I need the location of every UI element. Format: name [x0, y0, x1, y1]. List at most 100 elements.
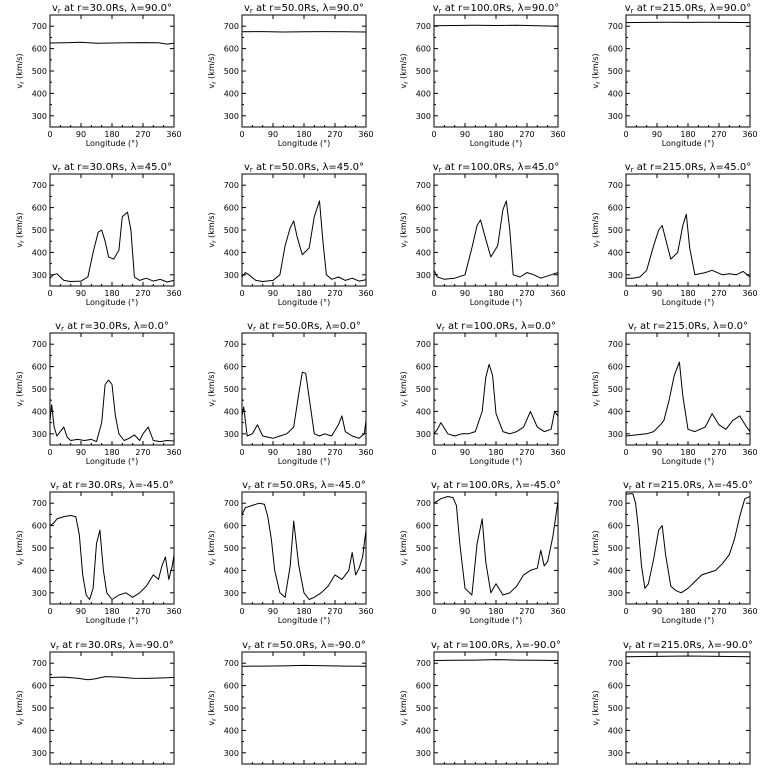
x-tick-label: 360	[358, 130, 373, 139]
series-line	[625, 493, 751, 594]
x-tick-label: 270	[135, 130, 150, 139]
series-line	[625, 361, 751, 437]
y-tick-label: 300	[608, 749, 623, 758]
x-axis-label: Longitude (°)	[278, 616, 331, 625]
y-axis-label: vr (km/s)	[399, 530, 410, 565]
y-tick-label: 700	[32, 499, 47, 508]
x-tick-label: 180	[488, 289, 503, 298]
y-tick-label: 700	[416, 340, 431, 349]
x-tick-label: 180	[680, 607, 695, 616]
y-tick-label: 400	[416, 248, 431, 257]
x-tick-label: 270	[327, 448, 342, 457]
y-axis-label: vr (km/s)	[591, 690, 602, 725]
y-tick-label: 500	[416, 544, 431, 553]
x-tick-label: 90	[76, 130, 86, 139]
y-tick-label: 700	[608, 22, 623, 31]
y-tick-label: 300	[416, 430, 431, 439]
x-tick-label: 360	[550, 289, 565, 298]
y-tick-label: 400	[416, 407, 431, 416]
x-tick-label: 360	[550, 130, 565, 139]
plot-frame	[49, 491, 175, 605]
x-tick-label: 0	[623, 289, 628, 298]
y-tick-label: 400	[608, 89, 623, 98]
y-axis-label: vr (km/s)	[15, 371, 26, 406]
y-axis-label: vr (km/s)	[207, 53, 218, 88]
y-tick-label: 600	[416, 45, 431, 54]
y-tick-label: 300	[416, 112, 431, 121]
y-tick-label: 500	[608, 385, 623, 394]
panel-title: vr at r=215.0Rs, λ=-90.0°	[623, 640, 753, 652]
y-tick-label: 600	[32, 45, 47, 54]
x-tick-label: 0	[623, 130, 628, 139]
y-axis-label: vr (km/s)	[15, 690, 26, 725]
x-tick-label: 360	[742, 130, 757, 139]
x-tick-label: 0	[431, 289, 436, 298]
panel-title: vr at r=100.0Rs, λ=-45.0°	[431, 480, 561, 492]
y-tick-label: 600	[416, 522, 431, 531]
y-tick-label: 600	[608, 522, 623, 531]
x-axis-label: Longitude (°)	[470, 298, 523, 307]
panel: vr at r=215.0Rs, λ=-90.0°090180270360300…	[591, 640, 758, 768]
x-axis-label: Longitude (°)	[278, 298, 331, 307]
y-tick-label: 700	[32, 340, 47, 349]
y-tick-label: 400	[224, 566, 239, 575]
panel-title: vr at r=215.0Rs, λ=-45.0°	[623, 480, 753, 492]
y-tick-label: 500	[224, 67, 239, 76]
x-tick-label: 90	[268, 130, 278, 139]
x-tick-label: 90	[460, 289, 470, 298]
y-tick-label: 600	[416, 204, 431, 213]
x-tick-label: 270	[711, 289, 726, 298]
plot-frame	[241, 173, 367, 287]
x-tick-label: 270	[327, 607, 342, 616]
x-axis-label: Longitude (°)	[86, 298, 139, 307]
panel: vr at r=30.0Rs, λ=90.0° 0 90 180 270 360 300 40…	[15, 3, 182, 148]
series-line	[241, 200, 367, 282]
series-line	[626, 213, 751, 279]
x-tick-label: 270	[711, 607, 726, 616]
plot-frame	[241, 651, 367, 765]
series-line	[49, 515, 175, 600]
y-tick-label: 600	[224, 45, 239, 54]
x-tick-label: 0	[431, 607, 436, 616]
y-tick-label: 700	[224, 499, 239, 508]
x-tick-label: 360	[550, 607, 565, 616]
plot-frame	[49, 14, 175, 128]
y-tick-label: 700	[608, 181, 623, 190]
y-tick-label: 300	[32, 430, 47, 439]
plot-frame	[241, 332, 367, 446]
x-tick-label: 90	[76, 289, 86, 298]
x-tick-label: 180	[680, 289, 695, 298]
x-axis-label: Longitude (°)	[86, 457, 139, 466]
y-tick-label: 300	[416, 271, 431, 280]
y-tick-label: 400	[416, 726, 431, 735]
x-tick-label: 270	[135, 607, 150, 616]
y-tick-label: 700	[224, 181, 239, 190]
y-axis-label: vr (km/s)	[591, 53, 602, 88]
x-tick-label: 90	[460, 130, 470, 139]
x-tick-label: 90	[460, 607, 470, 616]
panel: vr at r=50.0Rs, λ=-90.0°0901802703603004…	[207, 640, 374, 768]
x-tick-label: 90	[268, 607, 278, 616]
y-tick-label: 300	[32, 271, 47, 280]
y-tick-label: 300	[224, 589, 239, 598]
y-axis-label: vr (km/s)	[591, 371, 602, 406]
series-line	[241, 502, 367, 600]
x-tick-label: 90	[268, 289, 278, 298]
series-line	[625, 655, 751, 658]
panel: vr at r=215.0Rs, λ=0.0° 0 90 180 270 360 300 40…	[591, 321, 758, 466]
x-tick-label: 360	[550, 448, 565, 457]
panel-title: vr at r=215.0Rs, λ=90.0°	[625, 3, 751, 15]
y-tick-label: 400	[32, 726, 47, 735]
x-axis-label: Longitude (°)	[86, 616, 139, 625]
x-tick-label: 180	[680, 448, 695, 457]
y-tick-label: 600	[32, 522, 47, 531]
y-tick-label: 600	[416, 363, 431, 372]
series-line	[433, 363, 559, 437]
y-tick-label: 600	[32, 363, 47, 372]
y-tick-label: 300	[32, 589, 47, 598]
y-tick-label: 500	[224, 226, 239, 235]
x-tick-label: 180	[104, 607, 119, 616]
panel-title: vr at r=100.0Rs, λ=0.0°	[436, 321, 556, 333]
y-tick-label: 400	[608, 407, 623, 416]
y-tick-label: 700	[608, 499, 623, 508]
